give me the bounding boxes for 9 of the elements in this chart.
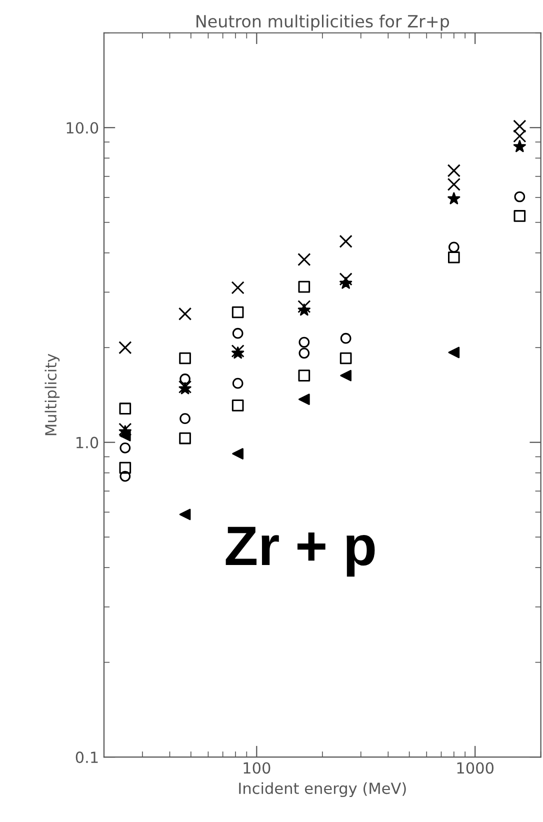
chart-title: Neutron multiplicities for Zr+p xyxy=(196,14,450,31)
x-axis-title: Incident energy (MeV) xyxy=(239,782,406,798)
x-tick-label: 1000 xyxy=(457,762,494,774)
y-tick-label: 0.1 xyxy=(76,752,98,764)
y-tick-label: 10.0 xyxy=(66,122,98,134)
y-axis-title: Multiplicity xyxy=(44,354,60,436)
x-tick-label: 100 xyxy=(244,762,270,774)
y-tick-label: 1.0 xyxy=(76,436,98,448)
annotation: Zr + p xyxy=(226,526,375,577)
